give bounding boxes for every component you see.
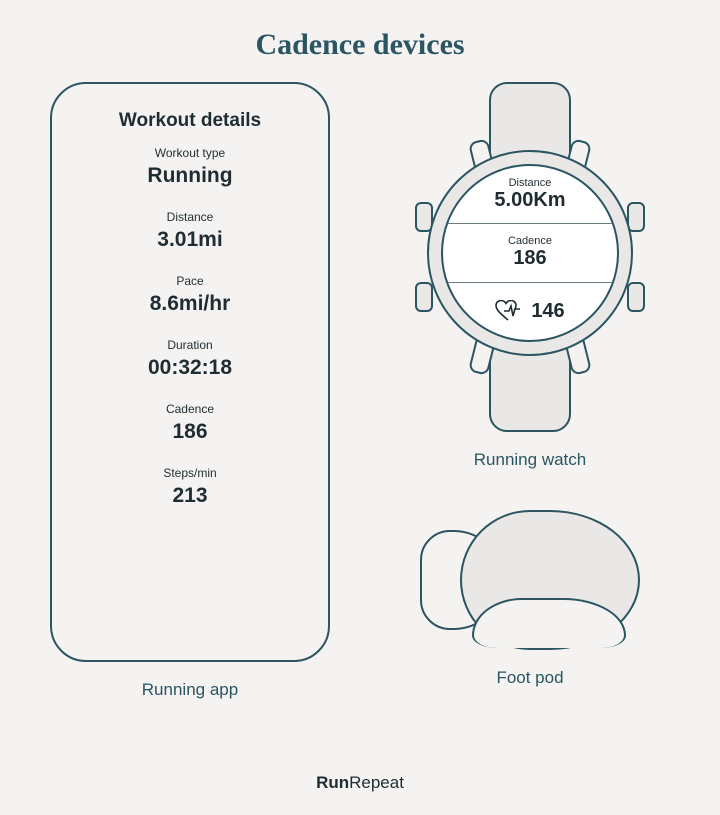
metric-distance: Distance 3.01mi [76,210,304,252]
phone-device: Workout details Workout type Running Dis… [50,82,330,662]
watch-value: 186 [513,247,546,270]
metric-label: Workout type [76,146,304,160]
watch-heart-rate-value: 146 [531,300,564,323]
metric-label: Steps/min [76,466,304,480]
metric-value: 213 [76,484,304,508]
phone-header: Workout details [76,110,304,132]
watch-label: Distance [509,177,552,189]
watch-caption: Running watch [474,450,586,470]
brand-footer: RunRepeat [0,773,720,793]
metric-value: Running [76,164,304,188]
metric-cadence: Cadence 186 [76,402,304,444]
heart-rate-icon [495,300,521,322]
metric-label: Duration [76,338,304,352]
watch-value: 5.00Km [494,189,565,212]
phone-caption: Running app [142,680,238,700]
metric-label: Distance [76,210,304,224]
page-title: Cadence devices [0,0,720,62]
brand-bold: Run [316,773,349,792]
metric-workout-type: Workout type Running [76,146,304,188]
metric-label: Cadence [76,402,304,416]
brand-rest: Repeat [349,773,404,792]
watch-device: Distance 5.00Km Cadence 186 146 [415,82,645,432]
metric-duration: Duration 00:32:18 [76,338,304,380]
foot-pod-inset [472,598,626,648]
infographic-layout: Workout details Workout type Running Dis… [0,62,720,700]
metric-label: Pace [76,274,304,288]
running-app-column: Workout details Workout type Running Dis… [50,82,330,700]
watch-label: Cadence [508,235,552,247]
watch-row-cadence: Cadence 186 [443,224,617,282]
metric-value: 8.6mi/hr [76,292,304,316]
metric-value: 3.01mi [76,228,304,252]
metric-value: 186 [76,420,304,444]
metric-value: 00:32:18 [76,356,304,380]
watch-face: Distance 5.00Km Cadence 186 146 [441,164,619,342]
watch-button [415,282,433,312]
right-column: Distance 5.00Km Cadence 186 146 [390,82,670,700]
foot-pod-device [420,510,640,650]
metric-pace: Pace 8.6mi/hr [76,274,304,316]
watch-button [627,282,645,312]
foot-pod-caption: Foot pod [496,668,563,688]
metric-steps: Steps/min 213 [76,466,304,508]
